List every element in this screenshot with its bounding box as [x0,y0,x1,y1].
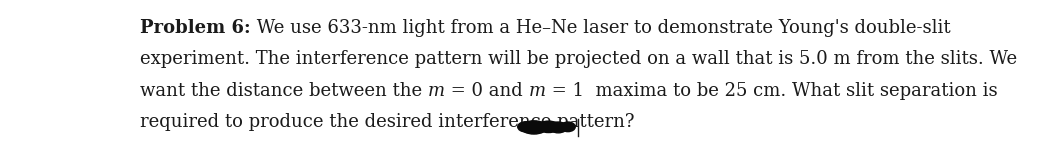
Text: want the distance between the: want the distance between the [140,82,428,100]
Ellipse shape [521,121,547,134]
Text: m: m [428,82,445,100]
Text: We use 633-nm light from a He–Ne laser to demonstrate Young's double-slit: We use 633-nm light from a He–Ne laser t… [251,19,951,37]
Text: experiment. The interference pattern will be projected on a wall that is 5.0 m f: experiment. The interference pattern wil… [140,50,1018,68]
Text: = 1  maxima to be 25 cm. What slit separation is: = 1 maxima to be 25 cm. What slit separa… [545,82,998,100]
Text: m: m [529,82,545,100]
Text: Problem 6:: Problem 6: [140,19,251,37]
Ellipse shape [517,122,534,132]
Ellipse shape [537,121,560,133]
Text: = 0 and: = 0 and [445,82,529,100]
Ellipse shape [561,122,575,132]
Text: required to produce the desired interference pattern?: required to produce the desired interfer… [140,113,635,131]
Ellipse shape [550,122,567,133]
